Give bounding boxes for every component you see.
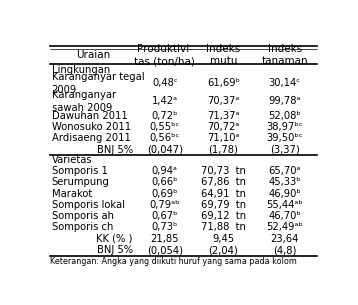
Text: Somporis 1: Somporis 1 xyxy=(52,166,107,176)
Text: Dawuhan 2011: Dawuhan 2011 xyxy=(52,111,127,121)
Text: Karanganyar tegal
2009: Karanganyar tegal 2009 xyxy=(52,72,144,95)
Text: 71,88  tn: 71,88 tn xyxy=(201,222,246,232)
Text: 21,85: 21,85 xyxy=(151,234,179,244)
Text: Somporis lokal: Somporis lokal xyxy=(52,200,125,210)
Text: 71,37ᵃ: 71,37ᵃ xyxy=(207,111,240,121)
Text: Lingkungan: Lingkungan xyxy=(52,64,110,74)
Text: Uraian: Uraian xyxy=(76,50,110,60)
Text: 69,12  tn: 69,12 tn xyxy=(201,211,246,221)
Text: 0,72ᵇ: 0,72ᵇ xyxy=(151,111,178,121)
Text: 65,70ᵃ: 65,70ᵃ xyxy=(268,166,301,176)
Text: (0,054): (0,054) xyxy=(147,245,183,255)
Text: (3,37): (3,37) xyxy=(270,145,300,155)
Text: 1,42ᵃ: 1,42ᵃ xyxy=(152,96,178,106)
Text: 23,64: 23,64 xyxy=(271,234,299,244)
Text: 70,72ᵃ: 70,72ᵃ xyxy=(207,122,240,132)
Text: 0,56ᵇᶜ: 0,56ᵇᶜ xyxy=(150,134,180,143)
Text: 0,73ᵇ: 0,73ᵇ xyxy=(152,222,178,232)
Text: (4,8): (4,8) xyxy=(273,245,296,255)
Text: BNJ 5%: BNJ 5% xyxy=(97,245,133,255)
Text: 71,10ᵃ: 71,10ᵃ xyxy=(207,134,240,143)
Text: 0,94ᵃ: 0,94ᵃ xyxy=(152,166,178,176)
Text: 39,50ᵇᶜ: 39,50ᵇᶜ xyxy=(266,134,303,143)
Text: Indeks
mutu: Indeks mutu xyxy=(206,44,241,66)
Text: 0,69ᵇ: 0,69ᵇ xyxy=(151,189,178,199)
Text: 0,79ᵃᵇ: 0,79ᵃᵇ xyxy=(150,200,180,210)
Text: 45,33ᵇ: 45,33ᵇ xyxy=(268,178,301,187)
Text: Ardisaeng 2011: Ardisaeng 2011 xyxy=(52,134,131,143)
Text: 52,08ᵇ: 52,08ᵇ xyxy=(268,111,301,121)
Text: KK (% ): KK (% ) xyxy=(96,234,133,244)
Text: Produktivi-
tas (ton/ha): Produktivi- tas (ton/ha) xyxy=(134,44,195,66)
Text: 0,66ᵇ: 0,66ᵇ xyxy=(151,178,178,187)
Text: Somporis ch: Somporis ch xyxy=(52,222,113,232)
Text: (0,047): (0,047) xyxy=(147,145,183,155)
Text: 0,48ᶜ: 0,48ᶜ xyxy=(152,78,178,88)
Text: 9,45: 9,45 xyxy=(212,234,234,244)
Text: 99,78ᵃ: 99,78ᵃ xyxy=(268,96,301,106)
Text: BNJ 5%: BNJ 5% xyxy=(97,145,133,155)
Text: 46,90ᵇ: 46,90ᵇ xyxy=(268,189,301,199)
Text: 0,55ᵇᶜ: 0,55ᵇᶜ xyxy=(150,122,180,132)
Text: 30,14ᶜ: 30,14ᶜ xyxy=(269,78,301,88)
Text: 70,73  tn: 70,73 tn xyxy=(201,166,246,176)
Text: 46,70ᵇ: 46,70ᵇ xyxy=(268,211,301,221)
Text: 0,67ᵇ: 0,67ᵇ xyxy=(151,211,178,221)
Text: Wonosuko 2011: Wonosuko 2011 xyxy=(52,122,131,132)
Text: 61,69ᵇ: 61,69ᵇ xyxy=(207,78,240,88)
Text: Keterangan: Angka yang diikuti huruf yang sama pada kolom: Keterangan: Angka yang diikuti huruf yan… xyxy=(50,257,297,266)
Text: 64,91  tn: 64,91 tn xyxy=(201,189,246,199)
Text: 55,44ᵃᵇ: 55,44ᵃᵇ xyxy=(266,200,303,210)
Text: 70,37ᵃ: 70,37ᵃ xyxy=(207,96,240,106)
Text: Varietas: Varietas xyxy=(52,156,92,165)
Text: 69,79  tn: 69,79 tn xyxy=(201,200,246,210)
Text: Marakot: Marakot xyxy=(52,189,92,199)
Text: 38,97ᵇᶜ: 38,97ᵇᶜ xyxy=(266,122,303,132)
Text: Serumpung: Serumpung xyxy=(52,178,110,187)
Text: 67,86  tn: 67,86 tn xyxy=(201,178,246,187)
Text: Indeks
tanaman: Indeks tanaman xyxy=(261,44,308,66)
Text: (1,78): (1,78) xyxy=(208,145,238,155)
Text: (2,04): (2,04) xyxy=(209,245,238,255)
Text: 52,49ᵃᵇ: 52,49ᵃᵇ xyxy=(266,222,303,232)
Text: Somporis ah: Somporis ah xyxy=(52,211,114,221)
Text: Karanganyar
sawah 2009: Karanganyar sawah 2009 xyxy=(52,90,116,113)
